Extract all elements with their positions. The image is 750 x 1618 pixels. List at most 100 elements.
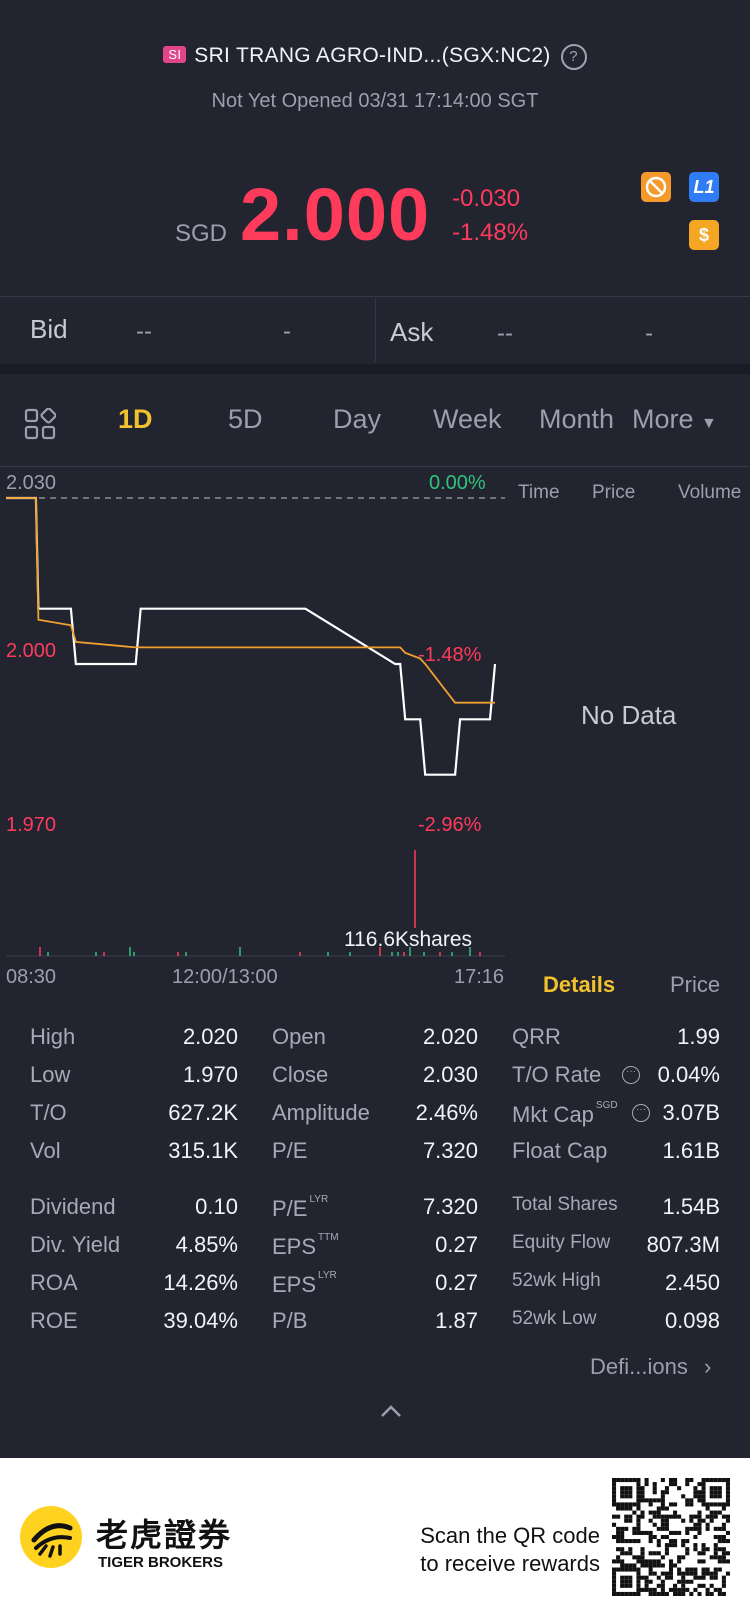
qr-module xyxy=(624,1575,629,1580)
qr-module xyxy=(624,1486,629,1491)
qr-module xyxy=(701,1543,706,1548)
qr-module xyxy=(668,1514,674,1519)
qr-module xyxy=(677,1514,682,1519)
qr-module xyxy=(644,1498,649,1503)
qr-module xyxy=(640,1514,645,1519)
qr-module xyxy=(709,1510,714,1515)
qr-module xyxy=(636,1579,641,1584)
qr-module xyxy=(656,1563,661,1568)
qr-module xyxy=(697,1559,702,1564)
last-price: 2.000 xyxy=(240,173,431,256)
qr-module xyxy=(693,1514,698,1519)
qr-module xyxy=(717,1486,722,1491)
qr-module xyxy=(652,1498,657,1503)
qr-module xyxy=(636,1591,641,1596)
qr-module xyxy=(644,1583,649,1588)
qr-module xyxy=(660,1555,665,1560)
tab-details[interactable]: Details xyxy=(543,972,616,997)
info-icon[interactable]: ··· xyxy=(632,1104,650,1122)
qr-module xyxy=(660,1494,665,1499)
qr-module xyxy=(685,1571,690,1576)
qr-module xyxy=(620,1494,625,1499)
qr-module xyxy=(717,1478,722,1483)
bid-size: - xyxy=(283,318,291,345)
qr-module xyxy=(648,1534,653,1540)
qr-module xyxy=(668,1539,674,1544)
definitions-link[interactable]: Defi...ions › xyxy=(590,1354,711,1380)
price-change: -0.030 -1.48% xyxy=(452,182,528,250)
qr-module xyxy=(620,1567,625,1572)
qr-module xyxy=(648,1539,653,1544)
qr-module xyxy=(648,1502,653,1507)
qr-module xyxy=(668,1587,674,1592)
qr-module xyxy=(644,1579,649,1584)
stat-superscript: TTM xyxy=(318,1232,339,1243)
qr-module xyxy=(636,1526,641,1531)
qr-module xyxy=(612,1486,617,1491)
stat-label: Mkt Cap SGD xyxy=(512,1100,618,1127)
qr-module xyxy=(624,1551,629,1556)
qr-module xyxy=(648,1587,653,1592)
qr-module xyxy=(648,1559,653,1564)
qr-module xyxy=(717,1490,722,1495)
qr-module xyxy=(685,1526,690,1531)
tab-week[interactable]: Week xyxy=(433,404,502,434)
qr-module xyxy=(656,1510,661,1515)
qr-module xyxy=(628,1591,633,1596)
qr-module xyxy=(656,1506,661,1511)
qr-module xyxy=(709,1583,714,1588)
tab-price[interactable]: Price xyxy=(670,972,721,997)
qr-module xyxy=(660,1591,665,1596)
chart-layout-icon[interactable] xyxy=(24,407,57,445)
qr-module xyxy=(709,1478,714,1483)
help-icon[interactable]: ? xyxy=(560,44,587,70)
pct-axis-bottom: -2.96% xyxy=(418,814,482,836)
qr-module xyxy=(620,1575,625,1580)
qr-module xyxy=(681,1579,686,1584)
qr-module xyxy=(725,1559,730,1564)
tab-more[interactable]: More ▼ xyxy=(632,404,717,435)
qr-module xyxy=(620,1478,625,1483)
qr-module xyxy=(717,1510,722,1515)
col-price: Price xyxy=(592,482,636,503)
qr-module xyxy=(689,1518,694,1523)
qr-module xyxy=(656,1539,661,1544)
stat-label: EPS LYR xyxy=(272,1270,337,1297)
qr-module xyxy=(701,1559,706,1564)
qr-module xyxy=(660,1579,665,1584)
qr-module xyxy=(713,1534,718,1540)
qr-module xyxy=(612,1502,617,1507)
qr-module xyxy=(644,1587,649,1592)
qr-module xyxy=(717,1587,722,1592)
info-icon[interactable]: ··· xyxy=(622,1066,640,1084)
level-1-icon[interactable]: L1 xyxy=(689,172,719,202)
qr-module xyxy=(721,1502,726,1507)
intraday-chart[interactable] xyxy=(0,470,520,970)
qr-module xyxy=(664,1522,669,1527)
dollar-icon[interactable]: $ xyxy=(689,220,719,250)
stat-value: 2.030 xyxy=(422,1062,478,1087)
qr-module xyxy=(624,1579,629,1584)
qr-module xyxy=(693,1486,698,1491)
qr-module xyxy=(705,1478,710,1483)
tab-month[interactable]: Month xyxy=(539,404,615,434)
qr-module xyxy=(636,1490,641,1495)
ask-price: -- xyxy=(497,320,513,347)
qr-module xyxy=(664,1591,669,1596)
tab-day[interactable]: Day xyxy=(333,404,382,434)
tab-1d[interactable]: 1D xyxy=(118,404,153,434)
stat-label: Float Cap xyxy=(512,1138,608,1163)
qr-module xyxy=(701,1547,706,1552)
qr-module xyxy=(628,1486,633,1491)
tab-5d[interactable]: 5D xyxy=(228,404,263,434)
qr-module xyxy=(640,1587,645,1592)
qr-module xyxy=(673,1587,678,1592)
qr-module xyxy=(713,1510,718,1515)
qr-module xyxy=(644,1575,649,1580)
qr-module xyxy=(660,1571,665,1576)
no-short-icon[interactable] xyxy=(641,172,671,202)
stat-label: EPS TTM xyxy=(272,1232,339,1259)
qr-code xyxy=(612,1478,730,1596)
qr-module xyxy=(632,1591,637,1596)
collapse-chevron-up-icon[interactable] xyxy=(380,1404,402,1423)
